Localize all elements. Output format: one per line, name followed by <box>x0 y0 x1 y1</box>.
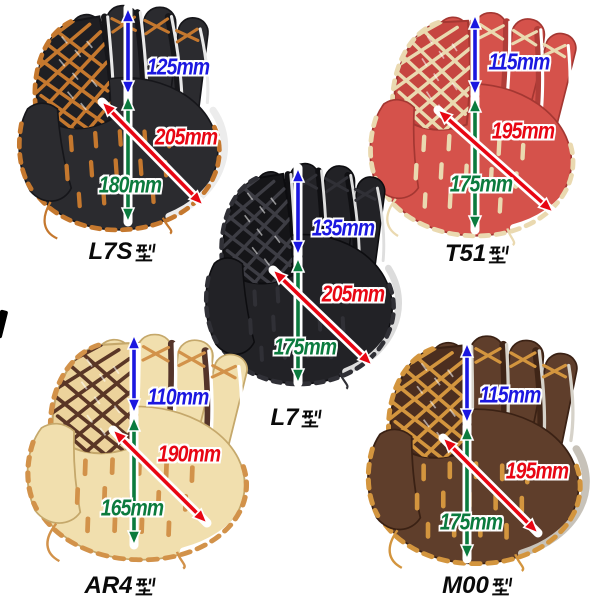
kanji-kata-icon <box>299 408 323 429</box>
model-label-l7s: L7S <box>88 238 155 266</box>
top-height-label-l7s: 125mm <box>146 53 210 80</box>
top-height-label-l7: 135mm <box>311 214 375 241</box>
diagonal-label-l7s: 205mm <box>154 123 218 150</box>
model-text: L7 <box>270 404 299 431</box>
diagonal-label-m00: 195mm <box>505 457 569 484</box>
top-height-label-ar4: 110mm <box>147 383 210 410</box>
bottom-height-label-l7s: 180mm <box>98 171 162 198</box>
kanji-kata-icon <box>133 242 157 263</box>
model-text: M00 <box>442 572 489 599</box>
kanji-kata-icon <box>489 576 513 597</box>
glove-photo-ar4 <box>12 326 268 573</box>
diagonal-label-l7: 205mm <box>321 280 385 307</box>
model-label-t51: T51 <box>445 240 509 268</box>
kanji-kata-icon <box>487 244 511 265</box>
model-text: L7S <box>88 238 133 265</box>
top-height-label-m00: 115mm <box>479 381 542 408</box>
diagonal-label-ar4: 190mm <box>157 440 221 467</box>
model-label-l7: L7 <box>270 404 321 432</box>
bottom-height-label-t51: 175mm <box>449 170 513 197</box>
edge-clipped-mark <box>0 309 9 339</box>
glove-photo-m00 <box>356 332 596 572</box>
bottom-height-label-l7: 175mm <box>273 333 337 360</box>
top-height-label-t51: 115mm <box>488 48 551 75</box>
bottom-height-label-m00: 175mm <box>439 508 503 535</box>
bottom-height-label-ar4: 165mm <box>100 494 164 521</box>
model-text: AR4 <box>84 572 133 599</box>
model-text: T51 <box>444 240 487 267</box>
model-label-ar4: AR4 <box>84 572 155 600</box>
model-label-m00: M00 <box>442 572 512 600</box>
kanji-kata-icon <box>133 576 157 597</box>
diagonal-label-t51: 195mm <box>491 117 555 144</box>
